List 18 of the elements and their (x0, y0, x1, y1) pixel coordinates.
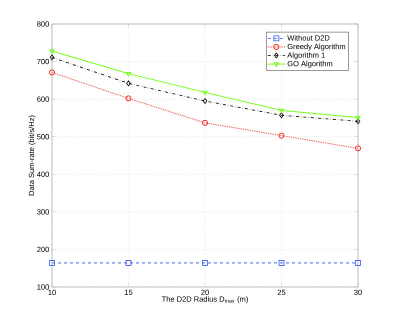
point (278, 108, 284, 114)
point (278, 132, 284, 138)
point (202, 260, 208, 266)
point (202, 98, 208, 104)
point (355, 145, 361, 152)
point (279, 112, 284, 118)
point (278, 260, 284, 266)
point (202, 90, 208, 96)
point (356, 118, 360, 124)
point (355, 260, 361, 266)
point (50, 54, 54, 60)
point (126, 80, 131, 86)
point (49, 260, 55, 266)
point (126, 260, 132, 266)
point (49, 70, 55, 76)
point (202, 120, 208, 126)
point (126, 95, 132, 102)
point (126, 72, 132, 76)
